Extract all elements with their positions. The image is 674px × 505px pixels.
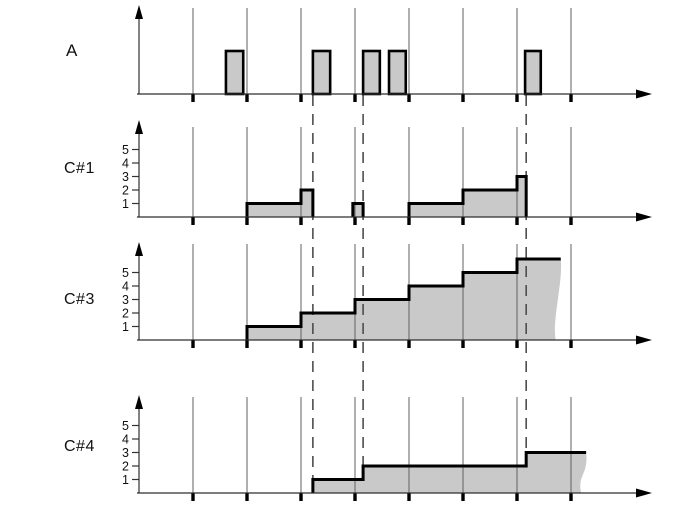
value-tick-label: 2 <box>122 460 129 474</box>
time-axis-arrow-icon <box>636 488 652 498</box>
pulse-fill <box>312 51 331 94</box>
value-tick-label: 3 <box>122 446 129 460</box>
pulse-fill <box>225 51 244 94</box>
step-area-fill <box>352 203 364 217</box>
step-signal-line <box>245 188 315 217</box>
step-signal-line <box>351 202 365 217</box>
value-tick-label: 1 <box>122 197 129 211</box>
value-tick-label: 3 <box>122 170 129 184</box>
time-axis-arrow-icon <box>636 89 652 99</box>
value-axis-arrow-icon <box>135 5 143 19</box>
value-tick-label: 1 <box>122 473 129 487</box>
value-axis-arrow-icon <box>135 395 143 409</box>
value-axis-arrow-icon <box>135 120 143 134</box>
step-area-fill <box>312 452 587 493</box>
panel-label-c3: C#3 <box>64 291 95 308</box>
time-axis-arrow-icon <box>636 335 652 345</box>
value-tick-label: 2 <box>122 307 129 321</box>
value-tick-label: 5 <box>122 419 129 433</box>
value-tick-label: 4 <box>122 280 129 294</box>
value-tick-label: 5 <box>122 266 129 280</box>
step-area-fill <box>409 176 527 217</box>
panel-label-a: A <box>66 41 78 60</box>
panel-label-c1: C#1 <box>64 160 95 177</box>
value-tick-label: 1 <box>122 320 129 334</box>
value-tick-label: 2 <box>122 184 129 198</box>
time-axis-arrow-icon <box>636 212 652 222</box>
pulse-fill <box>389 51 406 94</box>
pulse-fill <box>363 51 380 94</box>
value-tick-label: 3 <box>122 293 129 307</box>
value-tick-label: 4 <box>122 433 129 447</box>
panel-label-c4: C#4 <box>64 438 95 455</box>
step-signal-line <box>311 451 587 493</box>
value-axis-arrow-icon <box>135 242 143 256</box>
step-signal-line <box>407 175 528 217</box>
value-tick-label: 5 <box>122 143 129 157</box>
step-signal-line <box>245 257 561 340</box>
pulse-fill <box>525 51 541 94</box>
value-tick-label: 4 <box>122 157 129 171</box>
